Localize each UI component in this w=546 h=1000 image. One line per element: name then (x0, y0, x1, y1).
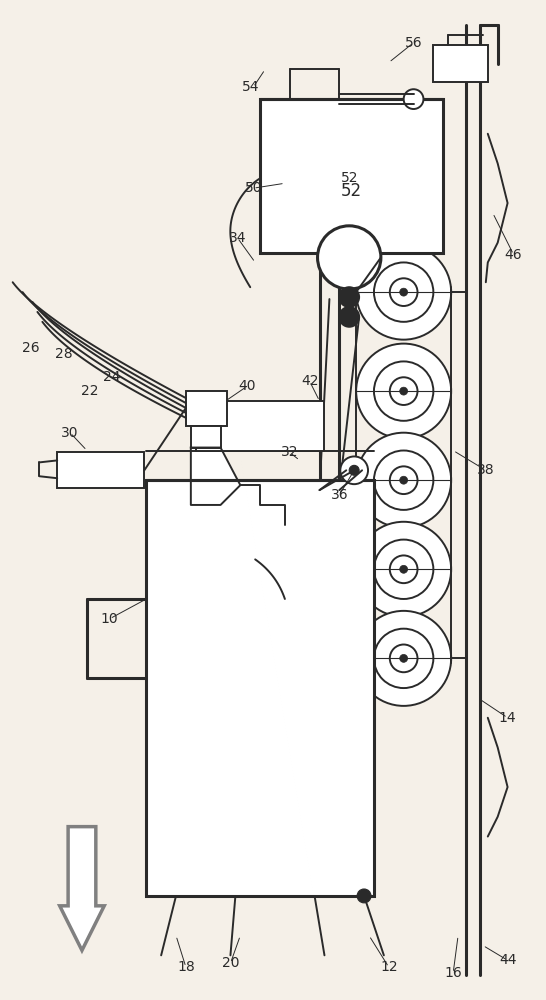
Circle shape (356, 344, 451, 439)
Circle shape (374, 629, 434, 688)
Bar (260, 99, 443, 253)
Circle shape (400, 565, 408, 573)
Circle shape (374, 451, 434, 510)
FancyArrow shape (60, 827, 104, 950)
Bar (186, 391, 228, 426)
Text: 56: 56 (405, 36, 423, 50)
Text: 34: 34 (229, 231, 246, 245)
Text: 24: 24 (103, 370, 121, 384)
Text: 30: 30 (61, 426, 79, 440)
Circle shape (374, 361, 434, 421)
Text: 52: 52 (341, 171, 358, 185)
Text: 44: 44 (499, 953, 517, 967)
Text: 10: 10 (101, 612, 118, 626)
Text: 50: 50 (245, 181, 262, 195)
Circle shape (403, 89, 424, 109)
Text: 12: 12 (380, 960, 397, 974)
Text: 22: 22 (81, 384, 99, 398)
Circle shape (374, 262, 434, 322)
Text: 16: 16 (444, 966, 462, 980)
Text: 20: 20 (222, 956, 239, 970)
Polygon shape (191, 448, 240, 505)
Text: 52: 52 (341, 182, 362, 200)
Circle shape (374, 540, 434, 599)
Circle shape (390, 645, 418, 672)
Circle shape (400, 288, 408, 296)
Text: 28: 28 (55, 347, 73, 361)
Text: 14: 14 (499, 711, 517, 725)
Bar (434, 45, 488, 82)
Text: 18: 18 (177, 960, 195, 974)
Circle shape (390, 555, 418, 583)
Circle shape (356, 245, 451, 340)
Circle shape (318, 226, 381, 289)
Circle shape (349, 465, 359, 475)
Text: 40: 40 (239, 379, 256, 393)
Text: 36: 36 (330, 488, 348, 502)
Circle shape (356, 611, 451, 706)
Text: 38: 38 (477, 463, 495, 477)
Circle shape (400, 654, 408, 662)
Circle shape (339, 287, 359, 307)
Text: 54: 54 (241, 80, 259, 94)
Text: 42: 42 (301, 374, 318, 388)
Circle shape (340, 456, 368, 484)
Circle shape (356, 433, 451, 528)
Circle shape (390, 278, 418, 306)
Bar (57, 452, 144, 488)
Bar (191, 426, 221, 448)
Circle shape (400, 387, 408, 395)
Circle shape (400, 476, 408, 484)
Circle shape (339, 307, 359, 327)
Circle shape (390, 466, 418, 494)
Text: 26: 26 (22, 341, 39, 355)
Text: 46: 46 (505, 248, 523, 262)
Circle shape (357, 889, 371, 903)
Circle shape (356, 522, 451, 617)
Bar (196, 401, 324, 451)
Bar (146, 480, 374, 896)
Circle shape (390, 377, 418, 405)
Text: 32: 32 (281, 445, 299, 459)
